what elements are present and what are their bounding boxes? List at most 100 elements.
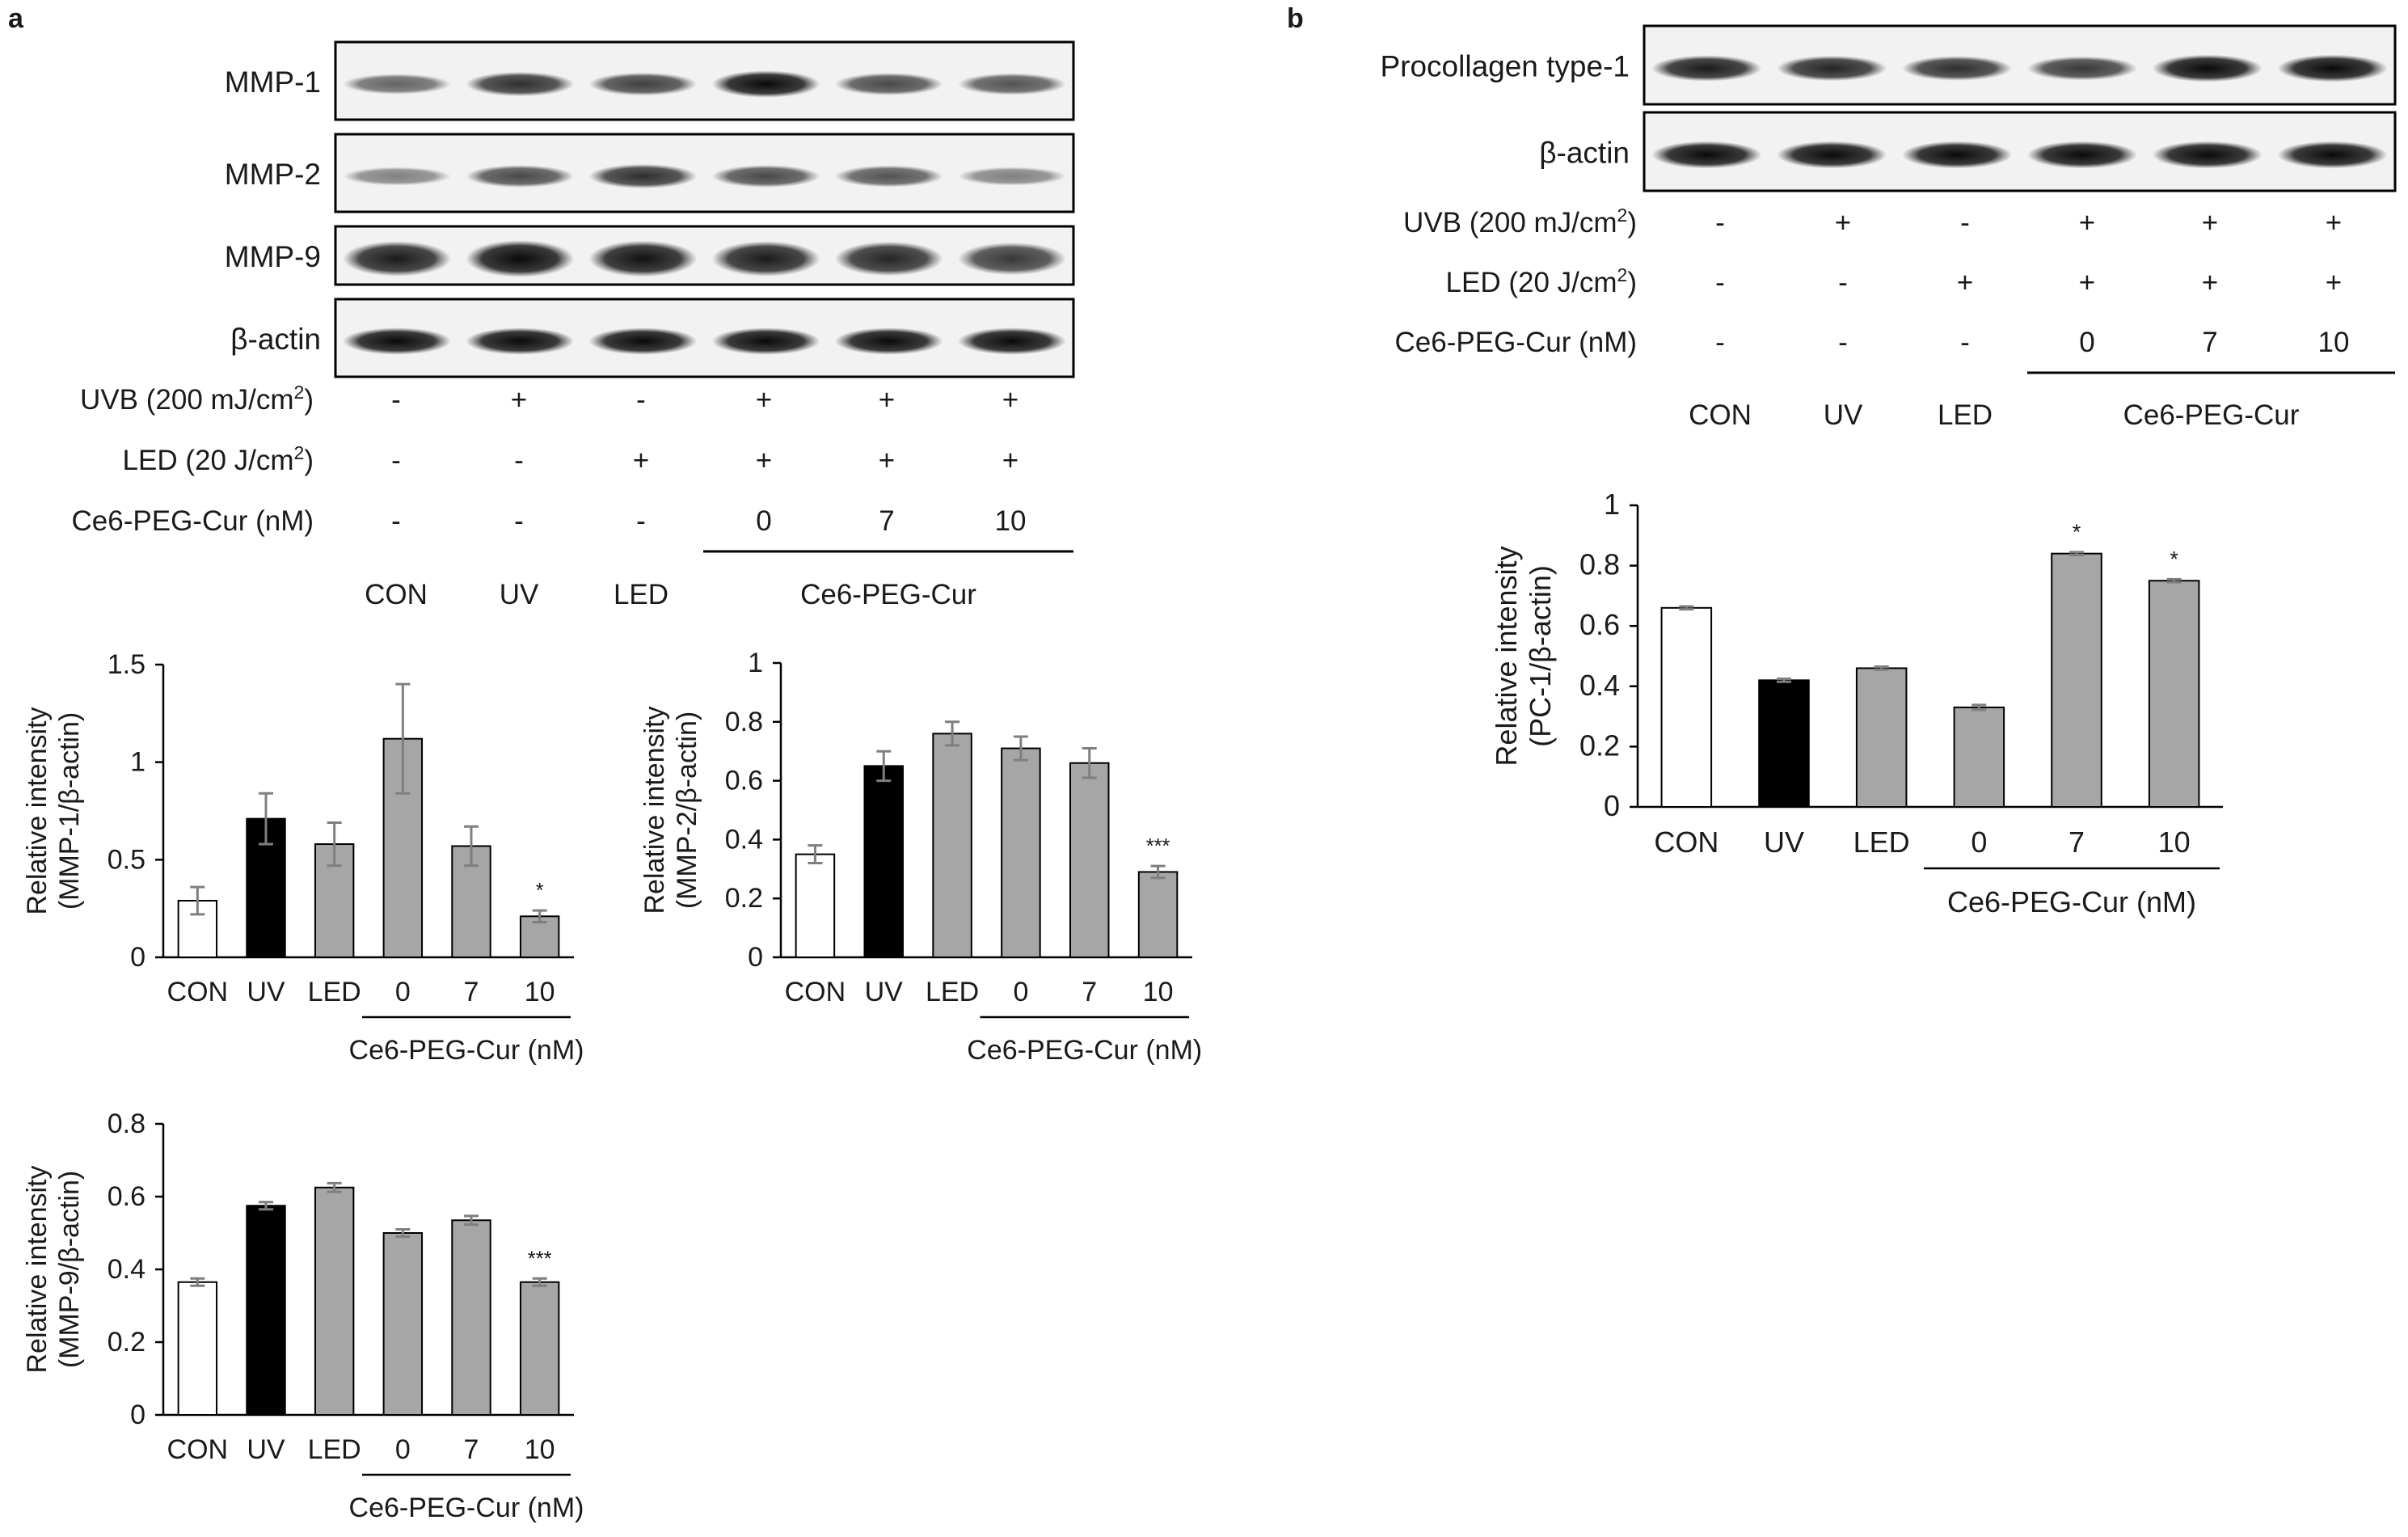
blot-band <box>588 240 698 277</box>
blot-row-label: MMP-9 <box>225 240 321 273</box>
significance-marker: *** <box>528 1248 552 1270</box>
group-bracket-label: Ce6-PEG-Cur <box>2123 399 2300 431</box>
blot-row-label: β-actin <box>230 323 321 356</box>
bar <box>382 1232 424 1416</box>
significance-marker: *** <box>1146 835 1170 858</box>
bar <box>1069 762 1110 959</box>
y-axis-label: Relative intensity (PC-1/β-actin) <box>1490 546 1557 766</box>
blot-row--actin: β-actin <box>230 298 1075 378</box>
blot-band <box>588 72 698 96</box>
condition-value: - <box>1715 327 1725 358</box>
blot-band <box>957 327 1066 355</box>
y-axis-label: Relative intensity (MMP-9/β-actin) <box>22 1165 85 1373</box>
x-tick-label: 10 <box>1143 977 1174 1007</box>
condition-value: - <box>1715 267 1725 298</box>
bar <box>863 765 905 959</box>
blot-frame <box>1643 111 2397 192</box>
condition-value: + <box>756 445 772 476</box>
x-tick-label: 10 <box>2158 826 2191 859</box>
condition-value: 7 <box>2202 327 2217 358</box>
x-tick-label: 0 <box>1971 826 1987 859</box>
condition-value: + <box>1835 207 1851 239</box>
x-tick-label: LED <box>308 977 361 1007</box>
blot-a: MMP-1 MMP-2 MMP-9 β-actin <box>225 40 1075 378</box>
x-tick-label: UV <box>1764 826 1804 859</box>
condition-value: + <box>2079 207 2095 239</box>
blot-band <box>1901 56 2013 81</box>
y-tick-label: 0.2 <box>108 1327 145 1358</box>
x-axis-label: Ce6-PEG-Cur (nM) <box>967 1035 1202 1066</box>
group-label: LED <box>614 579 668 610</box>
blot-frame <box>334 40 1075 121</box>
bar <box>451 1219 491 1416</box>
x-tick-label: 10 <box>525 1434 555 1465</box>
blot-frame <box>334 298 1075 378</box>
condition-value: - <box>391 445 401 476</box>
blot-band <box>466 165 575 188</box>
y-axis-label-line2: (MMP-2/β-actin) <box>672 711 702 909</box>
x-tick-label: LED <box>1853 826 1910 859</box>
condition-value: + <box>2326 207 2342 239</box>
blot-band <box>1777 55 1887 82</box>
blot-row-label: Procollagen type-1 <box>1380 50 1630 83</box>
blot-row-mmp-1: MMP-1 <box>225 40 1075 121</box>
x-tick-label: 7 <box>1082 977 1097 1007</box>
condition-value: 7 <box>879 505 894 537</box>
blot-row-label: MMP-1 <box>225 65 321 99</box>
panel-label-a: a <box>8 3 24 34</box>
y-tick-label: 1 <box>130 747 145 778</box>
blot-frame <box>334 133 1075 213</box>
blot-band <box>2152 54 2263 82</box>
y-tick-label: 0.6 <box>1579 608 1620 641</box>
bar <box>1855 667 1908 808</box>
blot-row-procollagen-type-1: Procollagen type-1 <box>1380 24 2397 106</box>
condition-label: UVB (200 mJ/cm2) <box>1403 205 1637 239</box>
condition-value: + <box>1957 267 1973 298</box>
x-tick-label: 0 <box>395 977 411 1007</box>
x-tick-label: 0 <box>1013 977 1028 1007</box>
condition-value: - <box>514 445 524 476</box>
blot-band <box>834 73 943 95</box>
y-axis-label-line2: (MMP-9/β-actin) <box>54 1171 85 1368</box>
condition-value: - <box>391 505 401 537</box>
blot-band <box>2277 54 2388 82</box>
blot-row-label: β-actin <box>1539 137 1630 170</box>
panel-label-b: b <box>1287 3 1304 34</box>
y-tick-label: 0 <box>130 1400 145 1430</box>
blot-band <box>711 165 820 188</box>
x-tick-label: 7 <box>464 977 479 1007</box>
blot-band <box>1901 141 2013 169</box>
conditions-b: UVB (200 mJ/cm2) - + - + + + LED (20 J/cm2) - - + +… <box>1395 205 2395 431</box>
blot-band <box>1777 141 1887 169</box>
significance-marker: * <box>2073 520 2081 544</box>
significance-marker: * <box>536 880 544 902</box>
significance-marker: * <box>2170 547 2178 571</box>
group-bracket-label: Ce6-PEG-Cur <box>800 579 976 610</box>
y-tick-label: 0.6 <box>108 1181 145 1212</box>
blot-row-label: MMP-2 <box>225 158 321 191</box>
blot-band <box>711 327 820 355</box>
x-tick-label: UV <box>865 977 904 1007</box>
y-tick-label: 0.4 <box>725 824 763 855</box>
blot-band <box>343 327 452 355</box>
bar <box>932 733 972 958</box>
condition-value: - <box>1960 207 1970 239</box>
blot-row--actin: β-actin <box>1539 111 2397 192</box>
y-axis-label-line1: Relative intensity <box>22 707 53 914</box>
x-axis-label: Ce6-PEG-Cur (nM) <box>1947 885 2196 918</box>
y-tick-label: 0.6 <box>725 766 763 796</box>
condition-value: - <box>1838 267 1848 298</box>
condition-label: LED (20 J/cm2) <box>1446 264 1637 298</box>
condition-label: UVB (200 mJ/cm2) <box>80 382 314 416</box>
bar <box>314 1186 355 1416</box>
y-tick-label: 0 <box>748 942 763 973</box>
blot-band <box>1651 55 1762 82</box>
bar <box>795 853 836 958</box>
x-tick-label: 10 <box>525 977 555 1007</box>
bar <box>519 1281 560 1416</box>
condition-value: + <box>2079 267 2095 298</box>
condition-value: - <box>636 384 646 416</box>
blot-band <box>343 74 452 95</box>
condition-value: 10 <box>995 505 1027 537</box>
